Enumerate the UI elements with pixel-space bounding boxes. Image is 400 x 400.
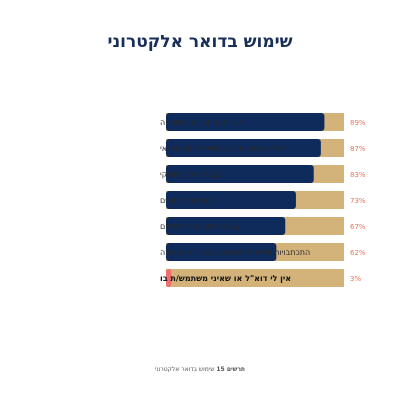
value-label: 3% [350, 275, 361, 283]
caption-text: שימוש בדואר אלקטרוני [154, 366, 215, 373]
category-label: קבלת חשבונות לתשלום [160, 222, 241, 231]
bar [166, 139, 321, 157]
bar [166, 113, 325, 131]
category-label: התכתבויות ושליחת חומרים במסגרת העבודה [160, 248, 310, 257]
bar [166, 165, 314, 183]
value-label: 73% [350, 197, 366, 205]
category-label: קבלת מידע ותוכן בנושא תרבות ופנאי [160, 144, 286, 153]
value-label: 89% [350, 119, 366, 127]
value-label: 62% [350, 249, 366, 257]
caption-number: תרשים 15 [216, 366, 246, 373]
bar [166, 243, 277, 261]
value-label: 87% [350, 145, 366, 153]
value-label: 83% [350, 171, 366, 179]
chart-title: שימוש בדואר אלקטרוני [107, 32, 293, 52]
category-label: למטרות לימודים [160, 196, 215, 205]
bar [166, 269, 172, 287]
category-label: קבלת מידע שיווקי [160, 170, 221, 179]
bar-track [166, 269, 344, 287]
category-label: אין לי דוא"ל או שאיני משתמש/ת בו [160, 274, 291, 283]
value-label: 67% [350, 223, 366, 231]
bar [166, 191, 296, 209]
chart-caption: תרשים 15 שימוש בדואר אלקטרוני [0, 366, 400, 373]
category-label: קשר עם חברים ומשפחה [160, 118, 244, 127]
bar [166, 217, 286, 235]
